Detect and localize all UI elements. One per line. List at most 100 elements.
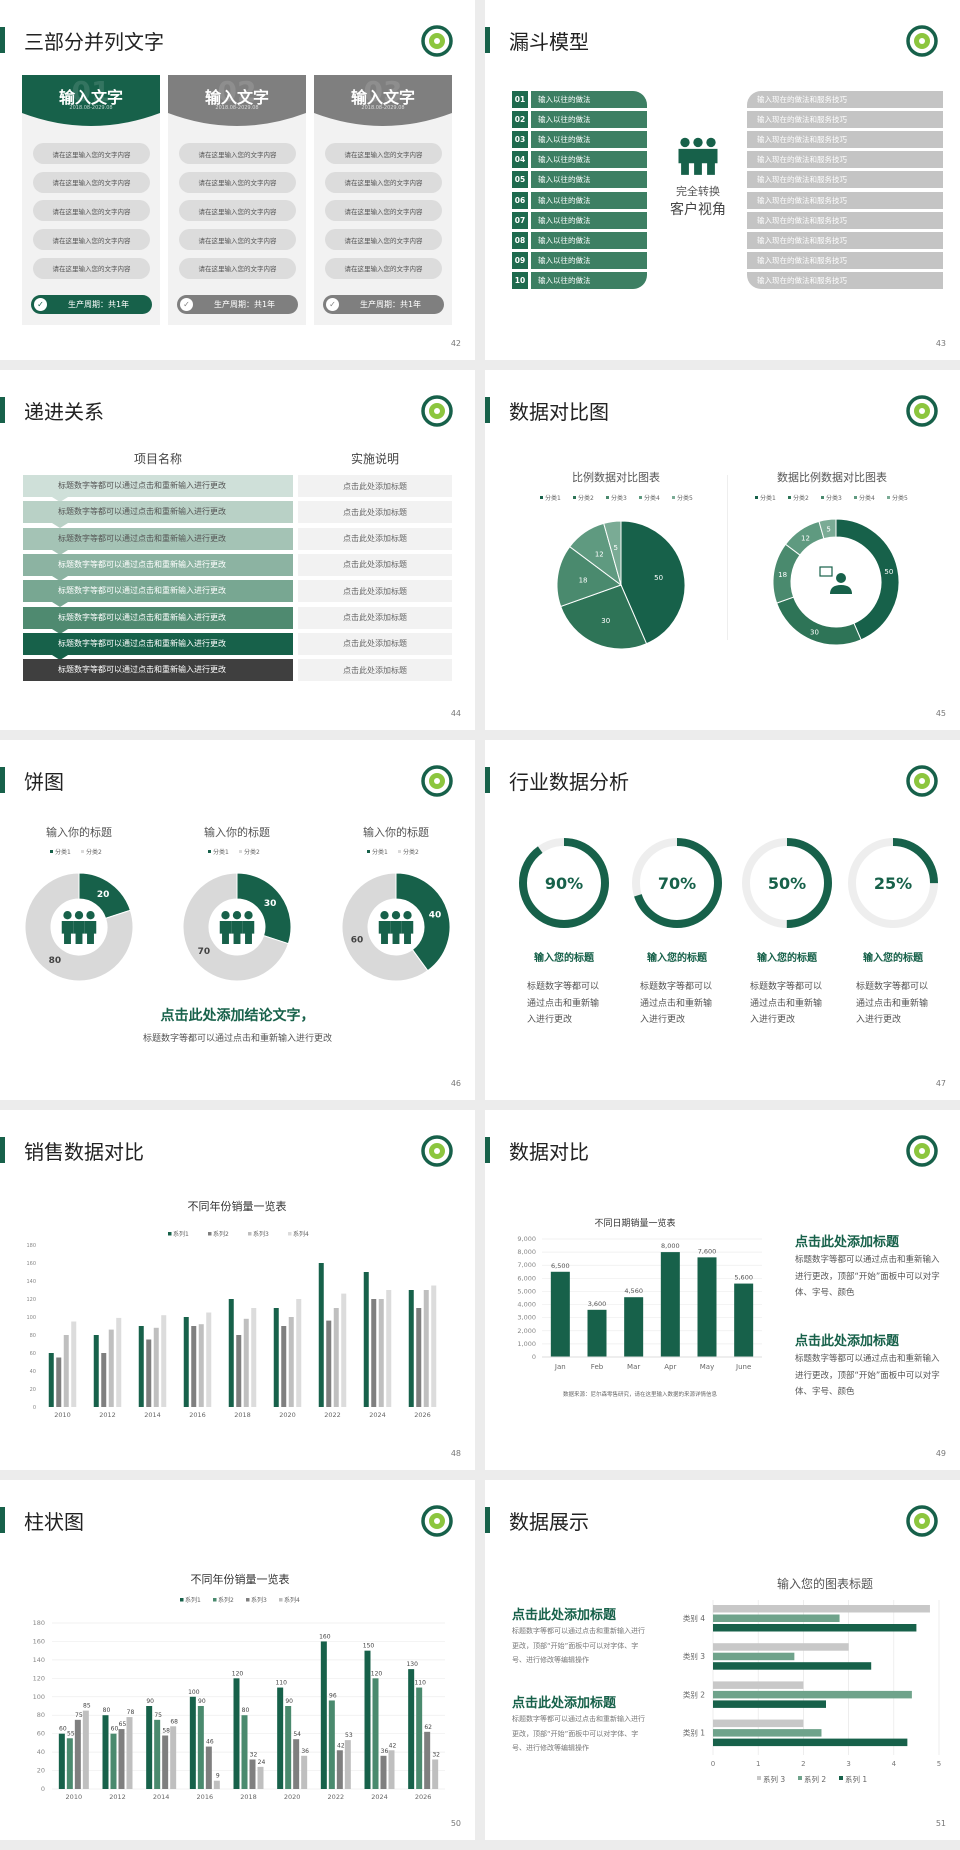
past-practice-row: 输入以往的做法: [531, 151, 647, 169]
legend-label: 系列 3: [763, 1774, 785, 1784]
step-number: 05: [512, 171, 528, 189]
block-body: 标题数字等都可以通过点击和重新输入进行更改，顶部“开始”面板中可以对字体、字号、…: [795, 1354, 940, 1398]
y-tick-label: 100: [33, 1693, 45, 1701]
legend-swatch: [246, 1598, 250, 1602]
slide-47: 行业数据分析 47 90% 70% 50% 25% 输入您的标题 标题数字等都可以通过点击和重…: [485, 740, 960, 1100]
data-label: 4,560: [624, 1287, 643, 1295]
gauge-percent: 50%: [768, 874, 806, 893]
description-cell[interactable]: 点击此处添加标题: [298, 659, 452, 682]
legend-swatch: [180, 1598, 184, 1602]
content-pill: 请在这里输入您的文字内容: [179, 200, 296, 222]
column-card: 01 输入文字 2018.08-2029.08 请在这里输入您的文字内容 请在这里输入您…: [22, 75, 160, 325]
legend-label: 分类4: [859, 494, 875, 502]
bar: [93, 1335, 99, 1407]
gauge-fill: [848, 838, 938, 928]
person-body: [691, 148, 705, 175]
legend-label: 系列2: [213, 1230, 229, 1238]
legend-swatch: [639, 496, 642, 499]
progression-row: 标题数字等都可以通过点击和重新输入进行更改: [23, 632, 293, 655]
step-number: 10: [512, 271, 528, 289]
data-label: 6,500: [551, 1262, 570, 1270]
title-accent-bar: [485, 1137, 490, 1163]
bar: [364, 1650, 371, 1789]
description-cell[interactable]: 点击此处添加标题: [298, 580, 452, 603]
data-label: 80: [242, 1707, 250, 1714]
legend-label: 系列3: [253, 1230, 269, 1238]
slide-42: 三部分并列文字 42 01 输入文字 2018.08-2029.08 请在这里输入您的文字…: [0, 0, 475, 360]
x-tick-label: Apr: [664, 1363, 676, 1371]
slide-title: 数据对比图: [509, 400, 609, 424]
title-accent-bar: [485, 397, 490, 423]
legend-label: 系列2: [218, 1596, 234, 1604]
description-cell[interactable]: 点击此处添加标题: [298, 527, 452, 550]
chart-canvas: 不同日期销量一览表 0 1,000 2,000 3,000 4,000 5,000 6,000…: [517, 1217, 762, 1371]
customer-service-icon: [819, 566, 852, 594]
y-tick-label: 120: [33, 1674, 45, 1682]
gauge-fill: [742, 838, 832, 928]
chart-title: 输入您的图表标题: [777, 1576, 873, 1591]
bar: [713, 1719, 804, 1728]
slide-title: 数据对比: [509, 1140, 589, 1164]
data-label: 24: [258, 1759, 266, 1766]
bar: [183, 1317, 189, 1407]
bar: [241, 1715, 248, 1789]
legend-swatch: [821, 496, 824, 499]
description-cell[interactable]: 点击此处添加标题: [298, 553, 452, 576]
bar: [257, 1766, 264, 1789]
legend-label: 系列 1: [845, 1774, 867, 1784]
school-logo-icon: [906, 1135, 938, 1167]
card-header-bg: [168, 75, 306, 126]
person-body: [704, 148, 718, 175]
bar: [320, 1641, 327, 1789]
y-tick-label: 7,000: [517, 1261, 536, 1269]
school-logo-icon: [906, 395, 938, 427]
description-cell[interactable]: 点击此处添加标题: [298, 501, 452, 524]
progression-row: 标题数字等都可以通过点击和重新输入进行更改: [23, 606, 293, 629]
bar: [713, 1643, 849, 1651]
bar: [713, 1738, 908, 1747]
chart-title: 不同日期销量一览表: [594, 1217, 675, 1229]
chevron-down-icon: [52, 654, 68, 660]
gauge-title: 输入您的标题: [757, 953, 817, 964]
slide-45: 数据对比图 45 比例数据对比图表 分类1 分类2 分类3 分类4 分类5 50 30 18 12 5 数…: [485, 370, 960, 730]
legend-swatch: [606, 496, 609, 499]
center-caption-2: 客户视角: [670, 202, 726, 218]
bar: [713, 1614, 840, 1622]
x-tick-label: 2014: [153, 1793, 170, 1801]
cycle-label: 生产周期：共1年: [67, 300, 130, 309]
bar: [423, 1290, 429, 1407]
past-practice-row: 输入以往的做法: [531, 231, 647, 249]
page-number: 42: [450, 339, 461, 348]
person-body: [678, 148, 692, 175]
y-tick-label: 3,000: [517, 1314, 536, 1322]
gauge-title: 输入您的标题: [647, 953, 707, 964]
chevron-down-icon: [52, 497, 68, 502]
y-tick-label: 4,000: [517, 1301, 536, 1309]
bar: [108, 1329, 114, 1407]
bar: [424, 1731, 431, 1789]
bar: [660, 1252, 680, 1357]
data-label: 36: [301, 1748, 309, 1755]
x-tick-label: 2: [801, 1760, 805, 1768]
description-cell[interactable]: 点击此处添加标题: [298, 475, 452, 497]
data-label: 160: [319, 1633, 331, 1640]
data-label: 90: [198, 1698, 206, 1705]
person-head: [244, 911, 253, 920]
description-cell[interactable]: 点击此处添加标题: [298, 632, 452, 655]
bar: [249, 1759, 256, 1789]
chart-title: 不同年份销量一览表: [188, 1199, 287, 1213]
description-cell[interactable]: 点击此处添加标题: [298, 606, 452, 629]
progression-row: 标题数字等都可以通过点击和重新输入进行更改: [23, 580, 293, 603]
bar: [74, 1719, 81, 1789]
page-number: 44: [450, 709, 461, 718]
chevron-down-icon: [52, 628, 68, 634]
bar: [153, 1327, 159, 1407]
cycle-footer: ✓ 生产周期：共1年: [177, 295, 298, 314]
bar: [372, 1678, 379, 1789]
legend-label: 系列4: [284, 1596, 300, 1604]
legend-swatch: [208, 850, 211, 853]
bar: [146, 1339, 152, 1407]
y-tick-label: 40: [37, 1748, 45, 1756]
content-pill: 请在这里输入您的文字内容: [33, 143, 150, 164]
gauge-description: 标题数字等都可以通过点击和重新输入进行更改: [640, 982, 713, 1025]
